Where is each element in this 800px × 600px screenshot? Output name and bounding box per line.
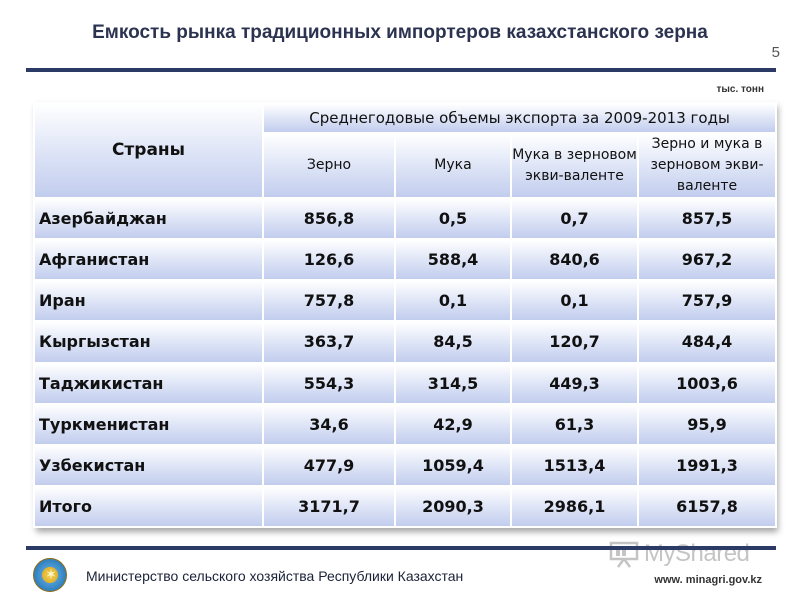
row-value: 61,3	[510, 402, 639, 446]
row-value: 34,6	[262, 402, 396, 446]
row-country: Таджикистан	[33, 361, 264, 405]
header-countries: Страны	[33, 102, 264, 199]
row-value: 0,7	[510, 196, 639, 241]
row-value: 363,7	[262, 320, 396, 364]
import-table: Страны Среднегодовые объемы экспорта за …	[33, 102, 778, 529]
row-value: 449,3	[510, 361, 639, 405]
row-country: Кыргызстан	[33, 320, 264, 364]
row-value: 857,5	[636, 196, 778, 241]
header-col-grain: Зерно	[262, 132, 396, 199]
row-value: 314,5	[394, 361, 512, 405]
row-value: 6157,8	[636, 484, 778, 529]
website-link[interactable]: www. minagri.gov.kz	[654, 574, 762, 586]
row-value: 120,7	[510, 320, 639, 364]
row-value: 126,6	[262, 238, 396, 282]
import-table-container: Страны Среднегодовые объемы экспорта за …	[33, 102, 778, 529]
row-value: 1991,3	[636, 443, 778, 487]
row-value: 477,9	[262, 443, 396, 487]
row-value: 0,5	[394, 196, 512, 241]
row-value: 840,6	[510, 238, 639, 282]
page-number: 5	[771, 44, 780, 61]
row-country: Итого	[33, 484, 264, 529]
watermark: MyShared	[606, 536, 776, 572]
header-columns-row: Зерно Мука Мука в зерновом экви-валенте …	[34, 132, 778, 199]
row-country: Афганистан	[33, 238, 264, 282]
row-value: 42,9	[394, 402, 512, 446]
row-value: 1513,4	[510, 443, 639, 487]
table-row: Кыргызстан 363,7 84,5 120,7 484,4	[33, 320, 778, 364]
row-value: 588,4	[394, 238, 512, 282]
row-value: 757,9	[636, 279, 778, 323]
presentation-board-icon	[609, 541, 639, 568]
row-value: 856,8	[262, 196, 396, 241]
emblem-star-icon: ✶	[45, 567, 57, 583]
row-value: 757,8	[262, 279, 396, 323]
bottom-divider	[26, 546, 776, 550]
table-row: Туркменистан 34,6 42,9 61,3 95,9	[33, 402, 778, 446]
row-value: 2090,3	[394, 484, 512, 529]
row-country: Азербайджан	[33, 196, 264, 241]
slide-title: Емкость рынка традиционных импортеров ка…	[92, 22, 708, 43]
table-row: Иран 757,8 0,1 0,1 757,9	[33, 279, 778, 323]
watermark-text: MyShared	[644, 540, 750, 567]
row-value: 84,5	[394, 320, 512, 364]
row-country: Туркменистан	[33, 402, 264, 446]
table-row: Таджикистан 554,3 314,5 449,3 1003,6	[33, 361, 778, 405]
top-divider	[26, 68, 776, 72]
row-value: 2986,1	[510, 484, 639, 529]
header-group: Среднегодовые объемы экспорта за 2009-20…	[261, 102, 778, 134]
table-row: Афганистан 126,6 588,4 840,6 967,2	[33, 238, 778, 282]
row-value: 95,9	[636, 402, 778, 446]
row-value: 484,4	[636, 320, 778, 364]
row-country: Узбекистан	[33, 443, 264, 487]
row-value: 554,3	[262, 361, 396, 405]
row-value: 3171,7	[262, 484, 396, 529]
row-value: 967,2	[636, 238, 778, 282]
row-value: 1059,4	[394, 443, 512, 487]
row-value: 0,1	[510, 279, 639, 323]
row-country: Иран	[33, 279, 264, 323]
kazakhstan-emblem-icon: ✶	[33, 558, 67, 592]
units-label: тыс. тонн	[716, 84, 764, 95]
ministry-name: Министерство сельского хозяйства Республ…	[86, 568, 464, 584]
table-row: Азербайджан 856,8 0,5 0,7 857,5	[33, 196, 778, 241]
row-value: 1003,6	[636, 361, 778, 405]
row-value: 0,1	[394, 279, 512, 323]
header-col-flour-grain-eq: Мука в зерновом экви-валенте	[510, 132, 639, 199]
table-row-total: Итого 3171,7 2090,3 2986,1 6157,8	[33, 484, 778, 529]
table-row: Узбекистан 477,9 1059,4 1513,4 1991,3	[33, 443, 778, 487]
header-col-flour: Мука	[394, 132, 512, 199]
header-col-total-grain-eq: Зерно и мука в зерновом экви-валенте	[636, 132, 778, 199]
